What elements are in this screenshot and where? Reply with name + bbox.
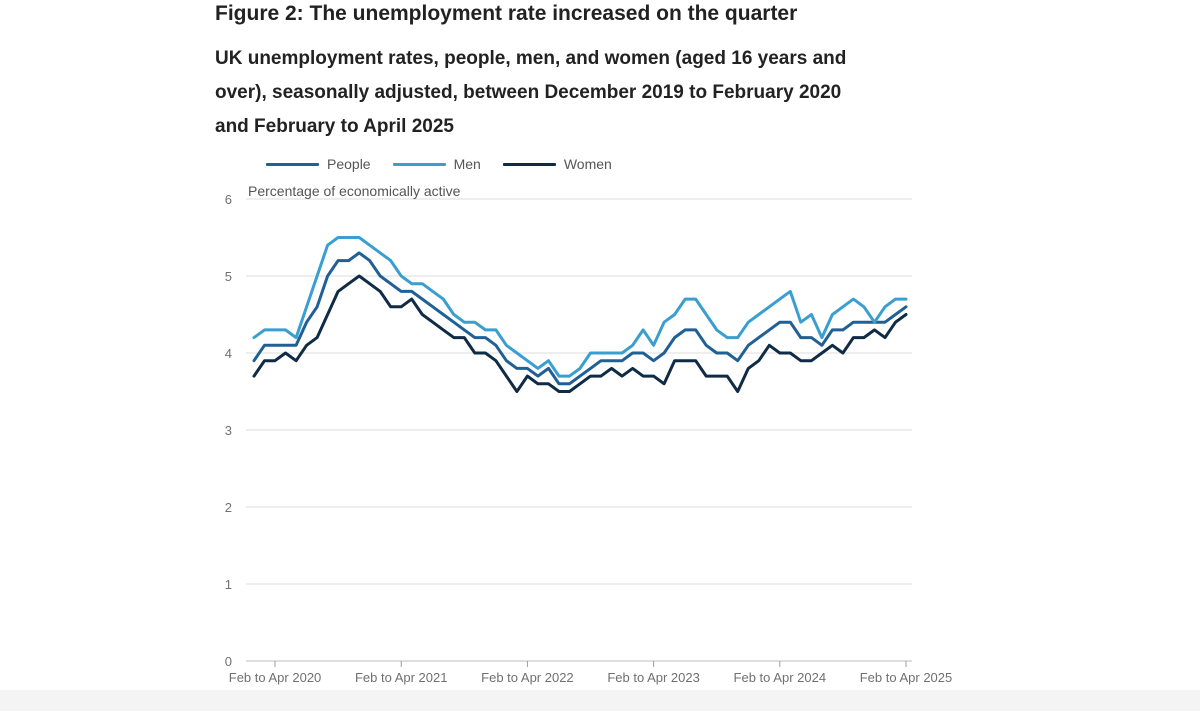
series-line-women[interactable] — [252, 274, 908, 393]
x-tick-label: Feb to Apr 2025 — [860, 670, 953, 685]
legend-item-men[interactable]: Men — [392, 156, 481, 172]
legend-item-people[interactable]: People — [266, 156, 371, 172]
y-tick-label: 4 — [225, 346, 232, 361]
y-tick-label: 1 — [225, 577, 232, 592]
series-line-people[interactable] — [252, 251, 908, 386]
axis-layer: 0 1 2 3 4 5 6 Feb to Apr 2020 Feb to Apr 2021 Feb… — [225, 192, 952, 685]
legend-swatch-people — [266, 162, 319, 166]
series-line-men[interactable] — [252, 236, 908, 378]
chart-subtitle: UK unemployment rates, people, men, and … — [215, 48, 847, 137]
legend-label-people: People — [327, 156, 371, 172]
legend-label-women: Women — [563, 156, 612, 172]
x-tick-label: Feb to Apr 2021 — [355, 670, 448, 685]
y-tick-label: 6 — [225, 192, 232, 207]
y-tick-label: 0 — [225, 654, 232, 669]
x-tick-label: Feb to Apr 2020 — [229, 670, 322, 685]
figure-heading: Figure 2: The unemployment rate increase… — [215, 2, 798, 25]
chart-legend: People Men Women — [266, 154, 634, 174]
legend-label-men: Men — [453, 156, 481, 172]
y-tick-label: 3 — [225, 423, 232, 438]
y-tick-label: 2 — [225, 500, 232, 515]
y-axis-label: Percentage of economically active — [248, 183, 461, 199]
grid-layer — [246, 198, 912, 662]
page-footer-strip — [0, 690, 1200, 711]
x-tick-label: Feb to Apr 2022 — [481, 670, 574, 685]
legend-swatch-women — [502, 162, 556, 166]
x-tick-label: Feb to Apr 2023 — [607, 670, 700, 685]
legend-swatch-men — [392, 162, 446, 166]
x-tick-label: Feb to Apr 2024 — [734, 670, 827, 685]
legend-item-women[interactable]: Women — [502, 156, 612, 172]
series-layer — [252, 236, 908, 393]
y-tick-label: 5 — [225, 269, 232, 284]
